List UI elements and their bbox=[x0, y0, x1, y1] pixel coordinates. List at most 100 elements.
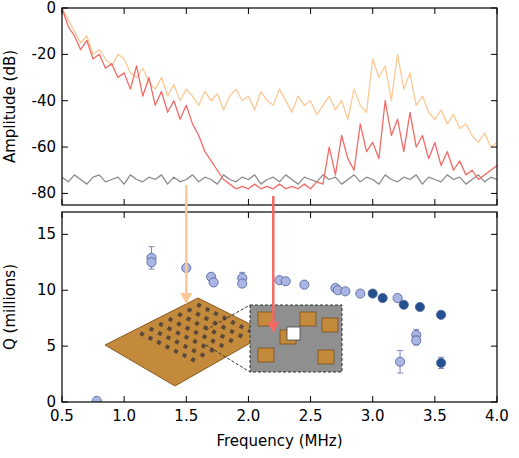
plate-hole bbox=[229, 329, 234, 334]
plate-hole bbox=[184, 335, 189, 340]
x-tick-label: 1.5 bbox=[174, 407, 198, 425]
plate-hole bbox=[210, 338, 215, 343]
q-point bbox=[412, 336, 421, 345]
y-tick-label: -40 bbox=[32, 92, 57, 110]
y-tick bbox=[62, 147, 497, 148]
plate-hole bbox=[158, 322, 163, 327]
q-point bbox=[436, 358, 445, 367]
plate-hole bbox=[149, 326, 154, 331]
plate-hole bbox=[183, 344, 188, 349]
arrow-head bbox=[180, 293, 192, 304]
x-tick bbox=[372, 8, 373, 205]
x-tick bbox=[372, 212, 373, 402]
plate-hole bbox=[213, 311, 218, 316]
y-tick bbox=[62, 193, 497, 194]
q-point bbox=[92, 396, 101, 402]
y-tick-label: -60 bbox=[32, 138, 57, 156]
zoom-center bbox=[287, 327, 300, 340]
plate-hole bbox=[228, 338, 233, 343]
plate-hole bbox=[192, 339, 197, 344]
plate-hole bbox=[230, 320, 235, 325]
plate-hole bbox=[157, 331, 162, 336]
plate-hole bbox=[238, 333, 243, 338]
frame bbox=[62, 212, 497, 402]
q-point bbox=[281, 277, 290, 286]
plate-hole bbox=[186, 316, 191, 321]
y-tick-label: -80 bbox=[32, 184, 57, 202]
zoom-pad bbox=[322, 318, 338, 332]
plate-hole bbox=[193, 330, 198, 335]
inset-illustrations bbox=[105, 298, 342, 386]
x-tick bbox=[186, 8, 187, 205]
plate-hole bbox=[211, 329, 216, 334]
plot-area bbox=[92, 247, 445, 402]
x-tick bbox=[124, 8, 125, 205]
plate-hole bbox=[191, 348, 196, 353]
plate-hole bbox=[187, 307, 192, 312]
plate-hole bbox=[205, 307, 210, 312]
plate-hole bbox=[167, 326, 172, 331]
x-tick bbox=[62, 212, 63, 402]
plate-hole bbox=[221, 324, 226, 329]
zoom-box bbox=[250, 305, 342, 372]
y-tick-label: 0 bbox=[46, 393, 56, 411]
y-tick bbox=[62, 402, 497, 403]
x-tick bbox=[434, 212, 435, 402]
y-tick-label: 10 bbox=[37, 281, 56, 299]
q-point bbox=[415, 302, 424, 311]
x-tick bbox=[248, 8, 249, 205]
frame bbox=[62, 8, 497, 205]
plate-hole bbox=[201, 343, 206, 348]
plate-hole bbox=[139, 331, 144, 336]
x-tick bbox=[124, 212, 125, 402]
x-tick bbox=[434, 8, 435, 205]
x-tick-label: 2.5 bbox=[299, 407, 323, 425]
y-tick bbox=[62, 234, 497, 235]
x-tick-label: 2.0 bbox=[236, 407, 260, 425]
q-point bbox=[300, 280, 309, 289]
plate-hole bbox=[204, 316, 209, 321]
x-tick bbox=[248, 212, 249, 402]
arrow-head bbox=[267, 322, 279, 333]
plate-hole bbox=[177, 312, 182, 317]
plate-hole bbox=[202, 334, 207, 339]
y-tick bbox=[62, 54, 497, 55]
spectrum-line bbox=[62, 8, 497, 189]
q-point bbox=[436, 310, 445, 319]
plot-area bbox=[62, 8, 497, 189]
q-point bbox=[147, 258, 156, 267]
x-axis-title: Frequency (MHz) bbox=[216, 432, 342, 450]
q-point bbox=[368, 289, 377, 298]
zoom-pad bbox=[258, 348, 274, 362]
zoom-pad bbox=[318, 350, 334, 364]
y-tick-label: 5 bbox=[46, 337, 56, 355]
y-tick bbox=[62, 8, 497, 9]
plate-hole bbox=[148, 336, 153, 341]
y-tick-label: 15 bbox=[37, 225, 56, 243]
plate-hole bbox=[194, 321, 199, 326]
arrow bbox=[272, 196, 275, 324]
zoom-pad bbox=[300, 312, 316, 326]
x-tick bbox=[310, 8, 311, 205]
plate-hole bbox=[185, 325, 190, 330]
plate-hole bbox=[239, 324, 244, 329]
x-tick bbox=[497, 8, 498, 205]
x-tick bbox=[62, 8, 63, 205]
plate-hole bbox=[196, 302, 201, 307]
y-tick bbox=[62, 100, 497, 101]
plate-hole bbox=[156, 340, 161, 345]
q-point bbox=[378, 293, 387, 302]
zoom-guide bbox=[206, 305, 250, 372]
plate-hole bbox=[190, 357, 195, 362]
plate-hole bbox=[168, 317, 173, 322]
plate-hole bbox=[219, 343, 224, 348]
plate-hole bbox=[175, 330, 180, 335]
q-point bbox=[399, 300, 408, 309]
plate-hole bbox=[195, 312, 200, 317]
x-tick-label: 4.0 bbox=[485, 407, 509, 425]
y-tick-label: 0 bbox=[46, 0, 56, 17]
y-axis-title: Q (millions) bbox=[1, 264, 19, 350]
plate-hole bbox=[182, 353, 187, 358]
y-tick-label: -20 bbox=[32, 45, 57, 63]
plate-hole bbox=[166, 335, 171, 340]
